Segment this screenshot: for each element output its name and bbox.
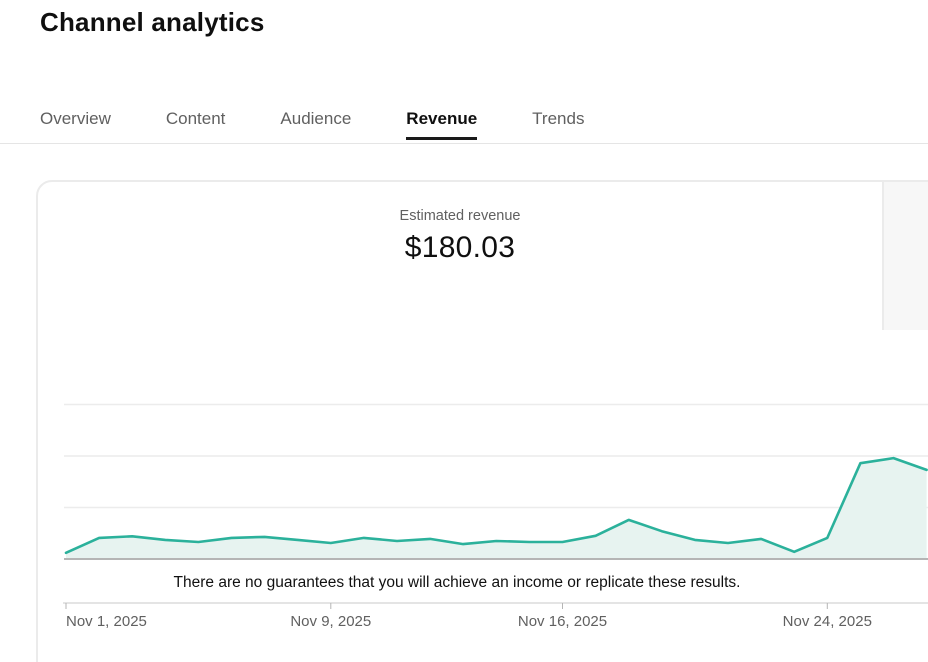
tab-overview[interactable]: Overview [40,109,111,128]
revenue-chart-card: Estimated revenue $180.03 [36,180,928,662]
metric-tab-estimated-revenue[interactable]: Estimated revenue $180.03 [38,182,882,330]
metric-label: Estimated revenue [399,208,521,224]
x-axis-label-nov16: Nov 16, 2025 [517,613,608,630]
tab-trends[interactable]: Trends [532,109,585,128]
x-axis-label-nov24: Nov 24, 2025 [782,613,872,630]
x-axis-label-nov1: Nov 1, 2025 [66,613,147,630]
analytics-tabbar: Overview Content Audience Revenue Trends [0,95,928,144]
tab-content[interactable]: Content [165,109,226,128]
tab-revenue[interactable]: Revenue [406,95,477,143]
metric-value: $180.03 [404,231,516,264]
metric-tab-next-partial[interactable] [882,182,928,330]
tab-audience[interactable]: Audience [280,109,352,128]
page-title: Channel analytics [40,7,265,37]
income-disclaimer-text: There are no guarantees that you will ac… [173,574,741,591]
tabbar-inner: Overview Content Audience Revenue Trends [0,95,928,143]
x-axis-label-nov9: Nov 9, 2025 [290,613,372,630]
